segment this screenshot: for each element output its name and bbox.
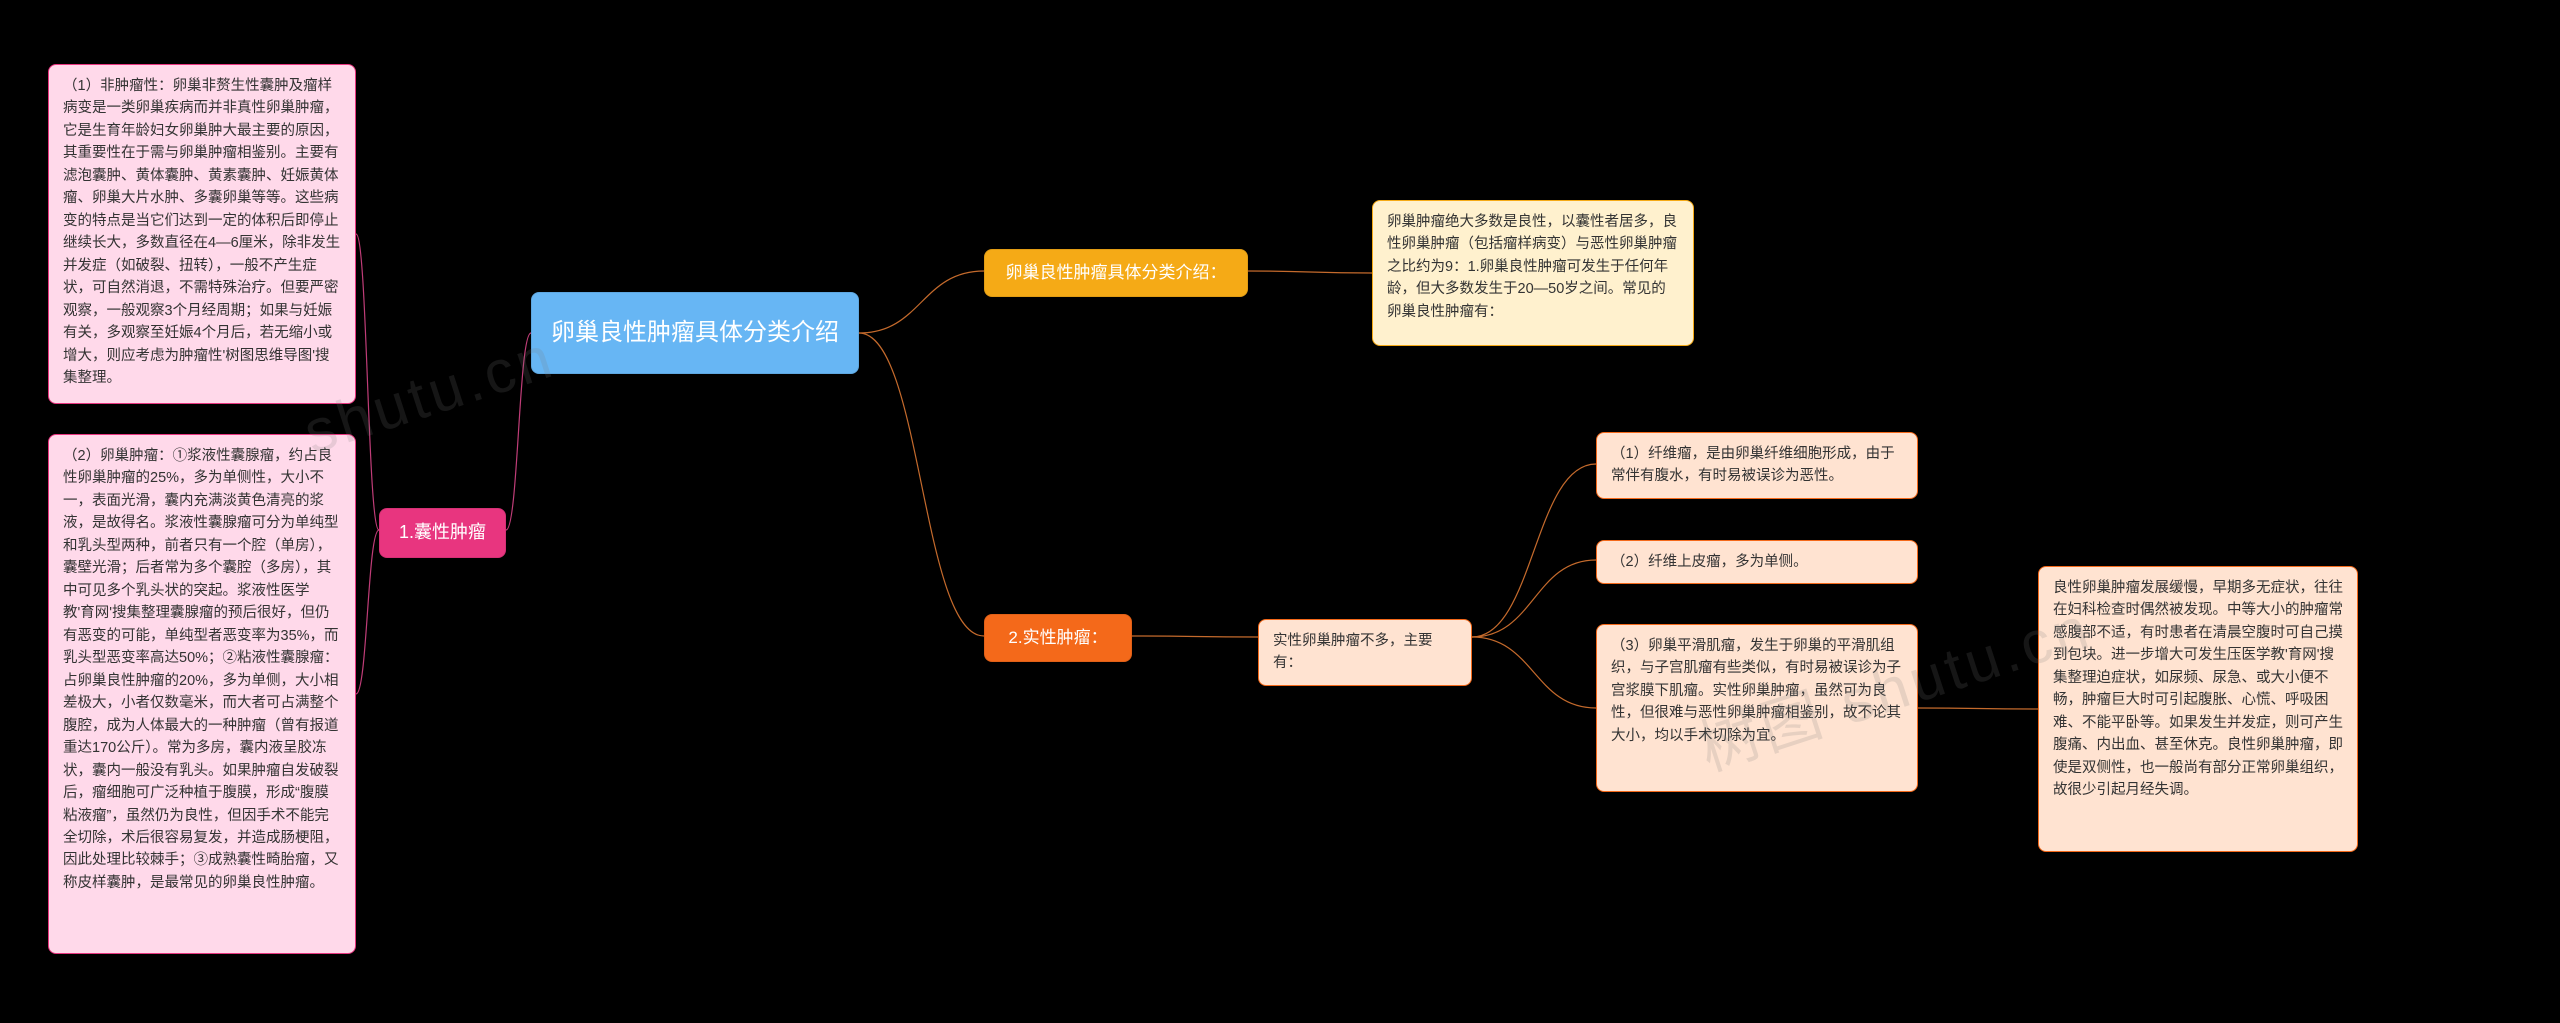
leaf-solid-intro: 实性卵巢肿瘤不多，主要有： [1258, 619, 1472, 686]
connector [1248, 271, 1372, 273]
connector [859, 271, 984, 333]
connector [1132, 636, 1258, 637]
connector [506, 333, 531, 530]
leaf-fibroepithelioma: （2）纤维上皮瘤，多为单侧。 [1596, 540, 1918, 584]
connector [859, 333, 984, 636]
root-node[interactable]: 卵巢良性肿瘤具体分类介绍 [531, 292, 859, 374]
leaf-intro-body: 卵巢肿瘤绝大多数是良性，以囊性者居多，良性卵巢肿瘤（包括瘤样病变）与恶性卵巢肿瘤… [1372, 200, 1694, 346]
connector [1472, 637, 1596, 708]
connector [356, 530, 379, 694]
connector [1472, 560, 1596, 637]
branch-cystic-tumor[interactable]: 1.囊性肿瘤 [379, 508, 506, 558]
leaf-ovarian-tumor: （2）卵巢肿瘤：①浆液性囊腺瘤，约占良性卵巢肿瘤的25%，多为单侧性，大小不一，… [48, 434, 356, 954]
branch-solid-tumor[interactable]: 2.实性肿瘤： [984, 614, 1132, 662]
connector [1918, 708, 2038, 709]
connector [1472, 464, 1596, 637]
leaf-non-neoplastic: （1）非肿瘤性：卵巢非赘生性囊肿及瘤样病变是一类卵巢疾病而并非真性卵巢肿瘤，它是… [48, 64, 356, 404]
connector [356, 234, 379, 530]
leaf-leiomyoma: （3）卵巢平滑肌瘤，发生于卵巢的平滑肌组织，与子宫肌瘤有些类似，有时易被误诊为子… [1596, 624, 1918, 792]
leaf-symptoms: 良性卵巢肿瘤发展缓慢，早期多无症状，往往在妇科检查时偶然被发现。中等大小的肿瘤常… [2038, 566, 2358, 852]
leaf-fibroma: （1）纤维瘤，是由卵巢纤维细胞形成，由于常伴有腹水，有时易被误诊为恶性。 [1596, 432, 1918, 499]
branch-intro-heading[interactable]: 卵巢良性肿瘤具体分类介绍： [984, 249, 1248, 297]
